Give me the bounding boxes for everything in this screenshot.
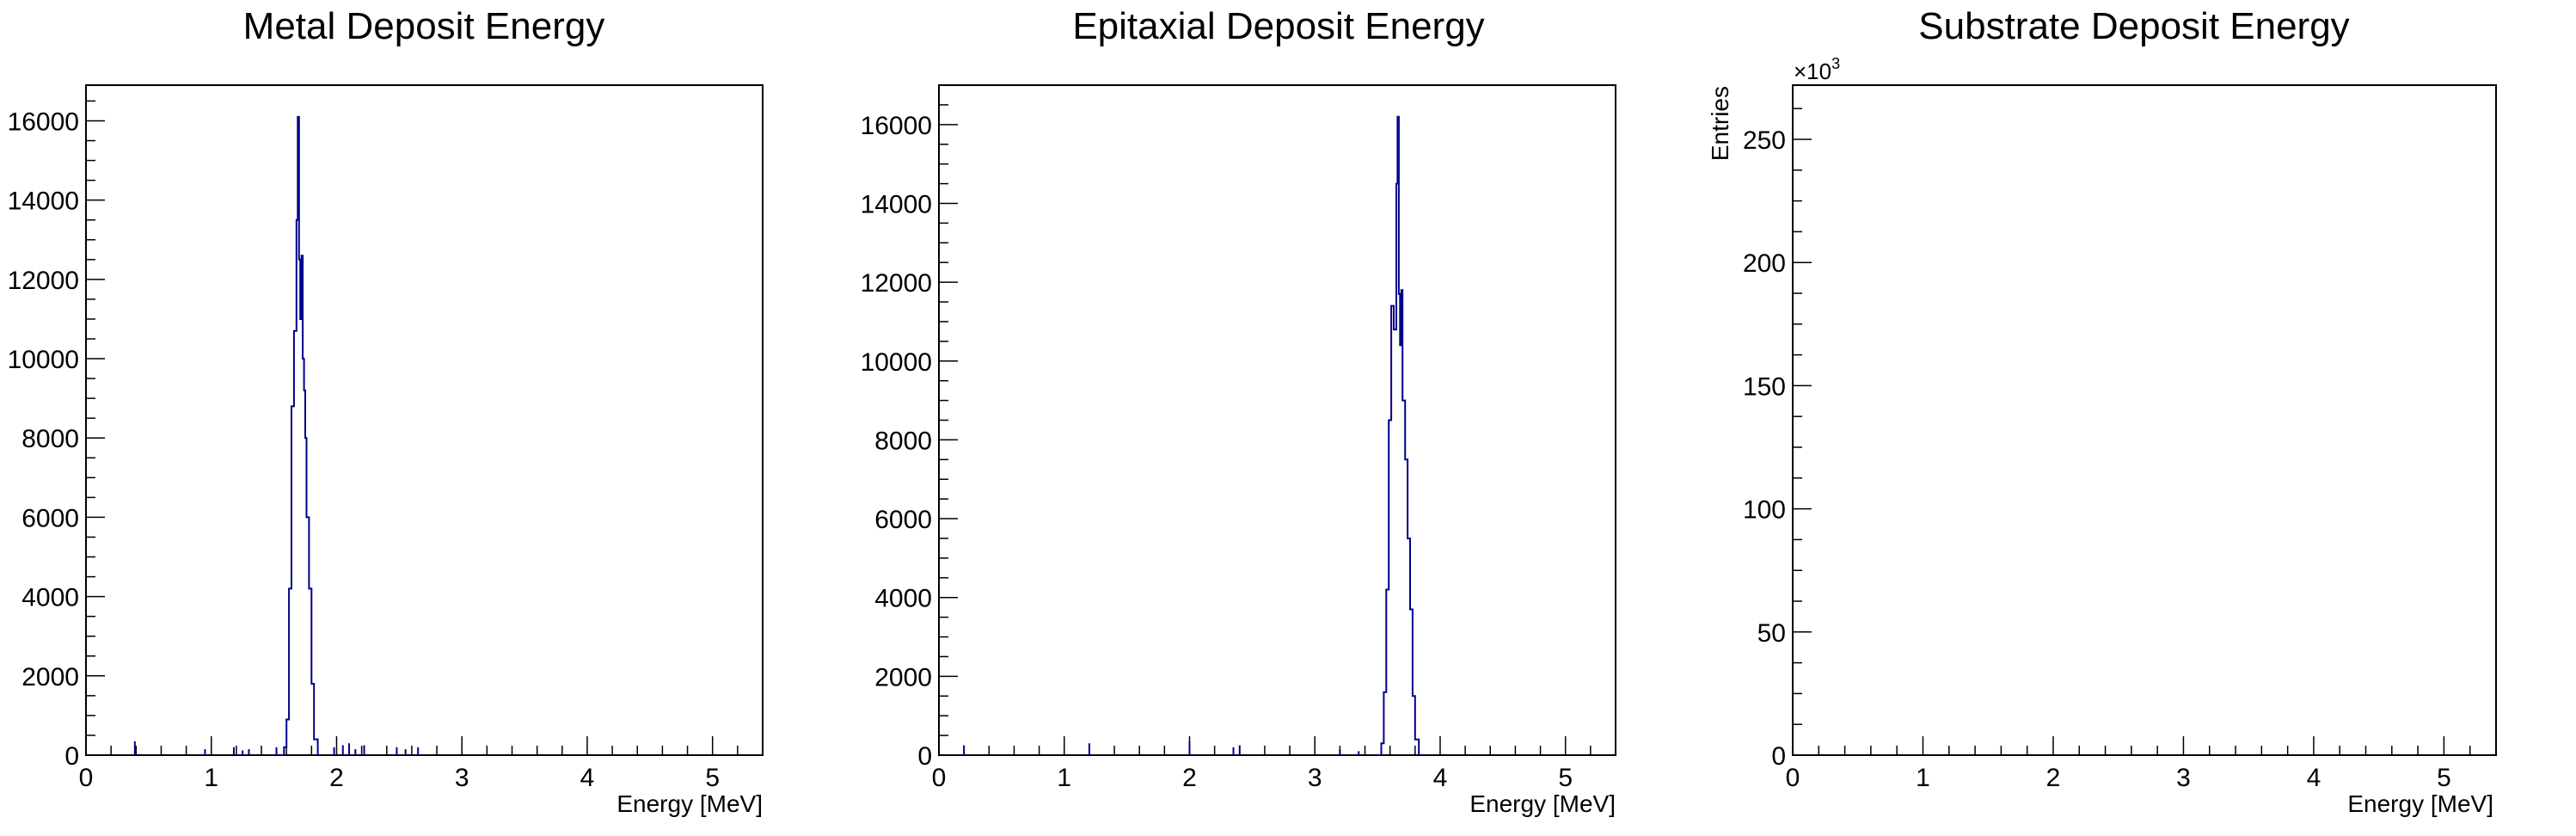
x-tick-label: 0	[932, 764, 947, 792]
x-tick-label: 4	[1433, 764, 1448, 792]
y-multiplier-label: ×103	[1794, 55, 1840, 84]
x-tick-label: 4	[2307, 764, 2321, 792]
y-tick-label: 16000	[8, 108, 79, 136]
x-axis-label: Energy [MeV]	[2347, 790, 2493, 817]
y-tick-label: 10000	[8, 346, 79, 374]
chart-title: Metal Deposit Energy	[243, 5, 605, 47]
y-tick-label: 6000	[21, 504, 79, 532]
x-tick-label: 2	[329, 764, 344, 792]
y-tick-label: 0	[917, 742, 932, 771]
x-tick-label: 3	[2176, 764, 2191, 792]
y-multiplier-base: ×10	[1794, 58, 1831, 84]
y-tick-label: 12000	[8, 267, 79, 295]
x-tick-label: 4	[580, 764, 595, 792]
plot-frame	[1792, 84, 2497, 756]
histogram-peak	[1377, 115, 1420, 756]
x-tick-label: 1	[1057, 764, 1071, 792]
y-tick-label: 12000	[861, 269, 932, 298]
x-tick-label: 5	[2437, 764, 2451, 792]
y-tick-label: 50	[1757, 619, 1786, 648]
y-tick-label: 200	[1743, 249, 1786, 278]
x-tick-label: 0	[79, 764, 94, 792]
x-axis-label: Energy [MeV]	[1469, 790, 1616, 817]
tick-labels: 0 1 2 3 4 5 0 2000 4000 6000 8000 10000 12000 14000 16…	[8, 108, 720, 792]
epitaxial-deposit-panel: Epitaxial Deposit Energy 0 1 2 3 4 5 0 2000 4000…	[861, 5, 1616, 817]
axis-ticks	[938, 84, 1616, 756]
y-tick-label: 0	[64, 742, 79, 771]
y-multiplier-exponent: 3	[1831, 55, 1840, 72]
metal-deposit-panel: Metal Deposit Energy 0 1 2 3 4 5 0 2000 4000 6000…	[8, 5, 764, 817]
axis-ticks	[1792, 108, 2497, 756]
y-tick-label: 14000	[861, 190, 932, 218]
histogram-peak	[279, 115, 319, 756]
chart-title: Substrate Deposit Energy	[1918, 5, 2349, 47]
y-tick-label: 16000	[861, 112, 932, 140]
x-tick-label: 2	[2046, 764, 2061, 792]
plot-frame	[85, 84, 764, 756]
tick-labels: 0 1 2 3 4 5 0 2000 4000 6000 8000 10000 12000 14000 16…	[861, 112, 1573, 792]
x-tick-label: 1	[204, 764, 218, 792]
substrate-deposit-panel: Substrate Deposit Energy 0 1 2 3 4 5050100150…	[1707, 5, 2497, 817]
y-tick-label: 100	[1743, 496, 1786, 525]
x-tick-label: 2	[1182, 764, 1197, 792]
y-tick-label: 2000	[21, 663, 79, 692]
axis-ticks	[85, 100, 764, 756]
plot-frame	[938, 84, 1616, 756]
x-tick-label: 0	[1786, 764, 1800, 792]
y-tick-label: 10000	[861, 348, 932, 377]
x-tick-label: 1	[1916, 764, 1930, 792]
y-tick-label: 8000	[21, 425, 79, 453]
x-tick-label: 5	[705, 764, 720, 792]
histogram-spikes	[963, 741, 1360, 755]
y-tick-label: 8000	[874, 427, 932, 455]
histogram-spikes	[133, 741, 420, 755]
y-tick-label: 14000	[8, 187, 79, 216]
y-tick-label: 0	[1771, 742, 1786, 771]
y-tick-label: 2000	[874, 663, 932, 692]
x-tick-label: 5	[1558, 764, 1573, 792]
y-tick-label: 250	[1743, 126, 1786, 155]
x-tick-label: 3	[455, 764, 469, 792]
y-tick-label: 150	[1743, 372, 1786, 401]
y-axis-label: Entries	[1707, 86, 1733, 161]
x-axis-label: Energy [MeV]	[616, 790, 763, 817]
y-tick-label: 4000	[874, 585, 932, 613]
chart-title: Epitaxial Deposit Energy	[1072, 5, 1484, 47]
y-tick-label: 6000	[874, 506, 932, 534]
x-tick-label: 3	[1308, 764, 1322, 792]
y-tick-label: 4000	[21, 584, 79, 612]
